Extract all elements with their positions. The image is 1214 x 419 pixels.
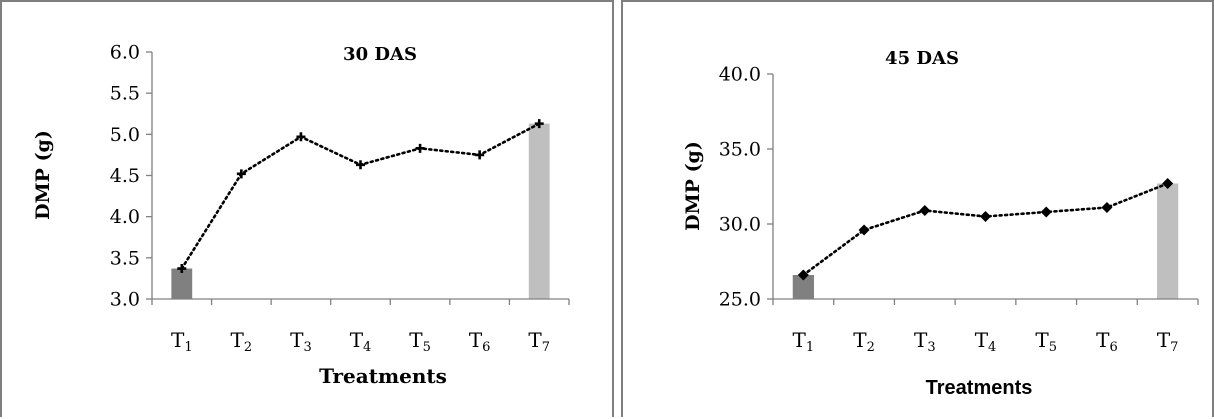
x-tick-label-T6: T6 [469, 328, 491, 355]
data-point-T5 [1040, 206, 1052, 218]
bar-T1 [792, 275, 814, 299]
series-line [802, 182, 1169, 277]
data-point-T1 [797, 269, 809, 281]
x-tick-label-T4: T4 [350, 328, 372, 355]
y-tick-label: 3.5 [110, 247, 140, 269]
x-axis-label: Treatments [926, 377, 1033, 399]
chart-title: 30 DAS [343, 44, 417, 65]
y-tick-label: 5.0 [110, 124, 140, 146]
bar-T7 [528, 123, 550, 299]
data-point-T3 [919, 205, 931, 216]
x-tick-label-T1: T1 [171, 328, 193, 355]
bar-T1 [171, 268, 193, 299]
y-tick-label: 30.0 [719, 214, 761, 236]
y-tick-label: 3.0 [110, 289, 140, 311]
y-tick-label: 4.0 [110, 206, 140, 228]
y-tick-label: 40.0 [719, 64, 761, 86]
x-axis-label: Treatments [319, 364, 447, 388]
x-tick-label-T2: T2 [853, 328, 875, 355]
series-line [180, 122, 541, 270]
chart-30-das: 30 DAS DMP (g) Treatments 3.0 3.5 4.0 4.5 5.0 5.… [32, 42, 570, 388]
bar-T7 [1157, 183, 1179, 299]
data-point-T4 [980, 211, 991, 222]
y-tick-label: 6.0 [110, 42, 140, 64]
x-tick-label-T4: T4 [975, 328, 997, 355]
x-tick-label-T7: T7 [1157, 328, 1179, 355]
x-tick-label-T5: T5 [409, 328, 431, 355]
data-point-T7 [1162, 178, 1174, 189]
x-tick-label-T5: T5 [1035, 328, 1057, 355]
chart-45-das: 45 DAS DMP (g) Treatments 25.0 30.0 35.0 40.0 T… [682, 48, 1199, 399]
x-tick-label-T6: T6 [1096, 328, 1118, 355]
chart-panel-30-das: 30 DAS DMP (g) Treatments 3.0 3.5 4.0 4.5 5.0 5.… [0, 0, 614, 417]
data-point-T2 [236, 169, 246, 179]
data-point-T4 [356, 160, 365, 170]
x-tick-label-T7: T7 [528, 328, 550, 355]
y-tick-label: 25.0 [719, 289, 761, 311]
chart-panel-45-das: 45 DAS DMP (g) Treatments 25.0 30.0 35.0 40.0 T… [621, 0, 1214, 417]
data-point-T7 [534, 119, 544, 129]
y-axis-label: DMP (g) [32, 130, 54, 220]
y-axis-label: DMP (g) [682, 141, 704, 231]
data-point-T6 [475, 150, 485, 160]
x-tick-label-T3: T3 [290, 328, 312, 355]
x-tick-label-T3: T3 [914, 328, 936, 355]
y-tick-label: 5.5 [110, 83, 140, 105]
x-tick-label-T2: T2 [231, 328, 253, 355]
chart-title: 45 DAS [885, 48, 959, 69]
y-tick-label: 4.5 [110, 165, 140, 187]
y-tick-label: 35.0 [719, 139, 761, 161]
data-point-T5 [415, 143, 425, 153]
data-point-T2 [858, 224, 870, 236]
data-point-T1 [177, 264, 187, 274]
data-point-T6 [1101, 202, 1113, 213]
data-point-T3 [296, 132, 306, 142]
x-tick-label-T1: T1 [793, 328, 815, 355]
